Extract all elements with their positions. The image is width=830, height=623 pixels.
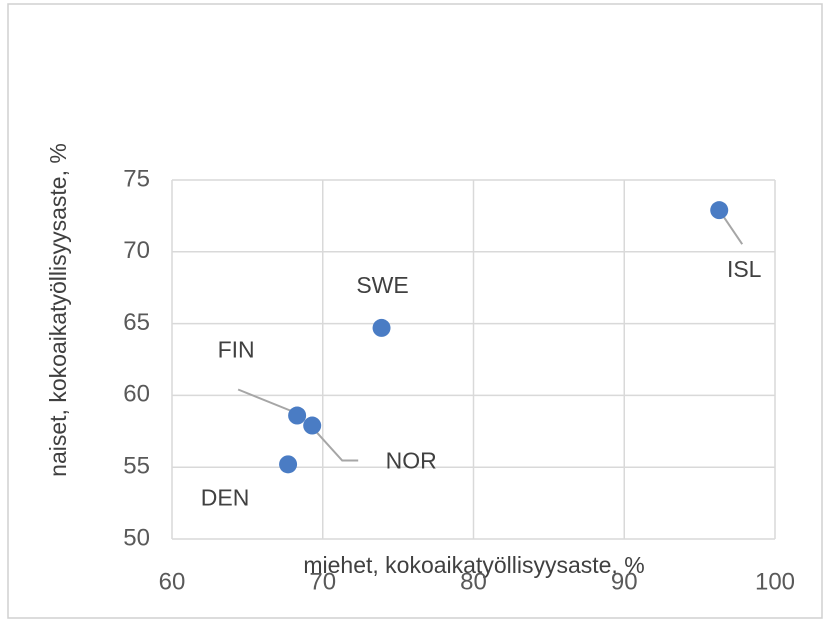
point-label: FIN (218, 337, 255, 363)
point-label: NOR (386, 448, 437, 474)
chart-border (7, 3, 823, 619)
point (279, 455, 298, 474)
y-tick-label: 70 (123, 237, 150, 264)
x-tick-label: 60 (159, 568, 186, 595)
point-label: SWE (356, 272, 408, 298)
point (303, 416, 322, 435)
y-tick-label: 50 (123, 524, 150, 551)
point (288, 406, 307, 425)
leader-line (313, 428, 359, 462)
y-tick-label: 60 (123, 381, 150, 408)
point (372, 318, 391, 337)
x-axis-title: miehet, kokoaikatyöllisyysaste, % (303, 552, 644, 578)
y-axis-title: naiset, kokoaikatyöllisyysaste, % (45, 143, 71, 477)
x-tick-label: 70 (309, 568, 336, 595)
x-tick-label: 90 (611, 568, 638, 595)
x-tick-label: 80 (460, 568, 487, 595)
leader-line (720, 212, 744, 245)
point (710, 201, 729, 220)
point-label: DEN (201, 484, 250, 510)
leader-line (237, 388, 296, 414)
point-label: ISL (727, 256, 762, 282)
y-tick-label: 75 (123, 165, 150, 192)
x-tick-label: 100 (755, 568, 795, 595)
y-tick-label: 55 (123, 453, 150, 480)
y-tick-label: 65 (123, 309, 150, 336)
